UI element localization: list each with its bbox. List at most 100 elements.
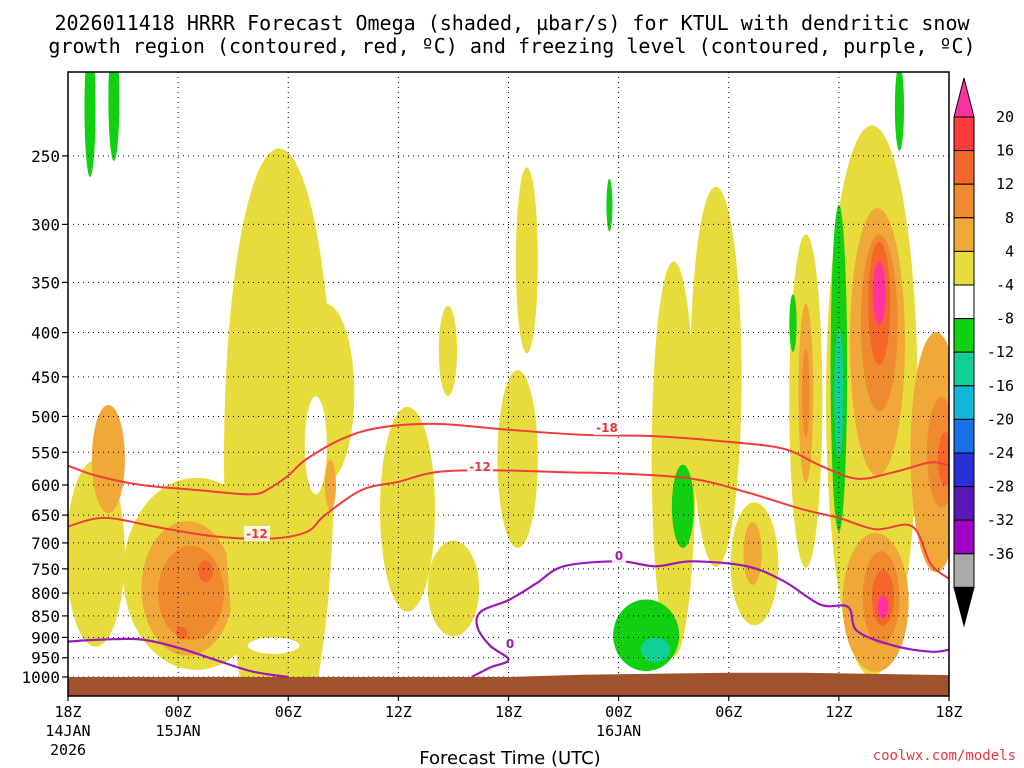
colorbar-swatch-2 — [953, 150, 975, 185]
colorbar-label-8: -16 — [987, 377, 1014, 395]
omega-cell-15 — [651, 261, 696, 657]
colorbar-swatch-12 — [953, 486, 975, 521]
freezing-contour-label-a: 0 — [615, 549, 623, 563]
xtick-label-42: 12Z — [825, 703, 852, 721]
colorbar-label-0: 20 — [996, 108, 1014, 126]
omega-cell-44 — [640, 637, 671, 662]
colorbar-label-1: 16 — [996, 142, 1014, 160]
ytick-label-850: 850 — [31, 607, 60, 626]
ytick-label-650: 650 — [31, 506, 60, 525]
omega-gap-0 — [304, 396, 327, 495]
snow-bottom-contour-label-b: -12 — [246, 527, 268, 541]
omega-cell-13 — [497, 370, 538, 548]
omega-cell-5 — [198, 560, 213, 583]
colorbar-label-2: 12 — [996, 175, 1014, 193]
colorbar-swatch-13 — [953, 519, 975, 555]
colorbar-label-11: -28 — [987, 478, 1014, 496]
omega-cell-14 — [515, 167, 538, 354]
ytick-label-350: 350 — [31, 273, 60, 292]
ytick-label-550: 550 — [31, 443, 60, 462]
ytick-label-750: 750 — [31, 560, 60, 579]
xtick-label-30: 00Z — [605, 703, 632, 721]
omega-cell-9 — [324, 459, 336, 511]
omega-cell-12 — [438, 305, 458, 396]
colorbar-swatch-8 — [953, 351, 975, 387]
omega-cell-42 — [671, 464, 694, 548]
colorbar-top-arrow — [953, 77, 975, 118]
colorbar-label-3: 8 — [1005, 209, 1014, 227]
snow-top-contour — [68, 422, 949, 496]
colorbar-label-9: -20 — [987, 410, 1014, 428]
xtick-label-12: 06Z — [275, 703, 302, 721]
chart-title-line1: 2026011418 HRRR Forecast Omega (shaded, … — [54, 11, 970, 35]
colorbar-label-6: -8 — [996, 310, 1014, 328]
colorbar-swatch-4 — [953, 217, 975, 252]
freezing-contour-label-b: 0 — [506, 637, 514, 651]
plot-area — [68, 72, 949, 696]
xtick-label-18: 12Z — [385, 703, 412, 721]
colorbar-swatch-11 — [953, 452, 975, 488]
omega-cell-35 — [84, 72, 96, 177]
ytick-label-500: 500 — [31, 407, 60, 426]
xtick-label-6: 00Z — [165, 703, 192, 721]
ground-terrain — [68, 672, 949, 696]
credit-link[interactable]: coolwx.com/models — [873, 748, 1016, 764]
omega-cell-10 — [380, 406, 436, 612]
colorbar-label-13: -36 — [987, 545, 1014, 563]
xtick-year-0: 2026 — [50, 741, 86, 759]
contour-labels: -18 -12 -12 0 0 — [244, 420, 626, 651]
snow-top-contour-label: -18 — [596, 421, 618, 435]
omega-cell-4 — [157, 545, 225, 641]
ytick-label-950: 950 — [31, 649, 60, 668]
x-axis-title: Forecast Time (UTC) — [419, 748, 600, 768]
xtick-label-48: 18Z — [935, 703, 962, 721]
ground-layer — [68, 672, 949, 696]
colorbar-label-12: -32 — [987, 511, 1014, 529]
omega-cell-6 — [176, 626, 188, 640]
colorbar: 20 16 12 8 4 -4 -8 -12 -16 -20 -24 -28 -32 -36 — [953, 77, 1014, 628]
omega-cell-34 — [937, 432, 949, 486]
ytick-label-300: 300 — [31, 215, 60, 234]
omega-cell-8 — [224, 148, 335, 696]
colorbar-label-10: -24 — [987, 444, 1014, 462]
freezing-level-contour-a — [68, 637, 289, 679]
colorbar-label-5: -4 — [996, 276, 1014, 294]
ytick-label-450: 450 — [31, 368, 60, 387]
omega-cell-22 — [802, 348, 810, 438]
xtick-date-30: 16JAN — [596, 722, 641, 740]
omega-cell-1 — [91, 404, 125, 514]
omega-cell-19 — [743, 522, 762, 585]
xtick-label-24: 18Z — [495, 703, 522, 721]
colorbar-swatch-6 — [953, 284, 975, 320]
snow-bottom-contour-label-a: -12 — [469, 460, 491, 474]
xtick-date-0: 14JAN — [45, 722, 90, 740]
y-axis-ticks: 250 300 350 400 450 500 550 600 650 700 750 800 850 9… — [21, 147, 68, 687]
omega-cell-41 — [834, 328, 844, 458]
omega-cell-11 — [427, 540, 480, 637]
xtick-label-0: 18Z — [54, 703, 81, 721]
colorbar-swatch-14 — [953, 553, 975, 588]
ytick-label-900: 900 — [31, 628, 60, 647]
colorbar-swatch-1 — [953, 116, 975, 152]
ytick-label-250: 250 — [31, 147, 60, 166]
ytick-label-1000: 1000 — [21, 668, 60, 687]
omega-cell-31 — [877, 595, 889, 619]
colorbar-bottom-arrow — [953, 586, 975, 628]
omega-gap-1 — [247, 637, 300, 654]
colorbar-label-4: 4 — [1005, 242, 1014, 260]
colorbar-label-7: -12 — [987, 343, 1014, 361]
ytick-label-400: 400 — [31, 324, 60, 343]
omega-cell-37 — [606, 178, 613, 232]
omega-cell-36 — [108, 72, 120, 161]
ytick-label-700: 700 — [31, 534, 60, 553]
ytick-label-800: 800 — [31, 584, 60, 603]
omega-cell-43 — [613, 599, 680, 672]
omega-cell-16 — [690, 186, 742, 567]
colorbar-swatch-3 — [953, 183, 975, 219]
colorbar-swatch-5 — [953, 250, 975, 286]
omega-cell-39 — [894, 72, 905, 151]
colorbar-swatch-9 — [953, 385, 975, 420]
omega-cell-38 — [789, 294, 797, 353]
